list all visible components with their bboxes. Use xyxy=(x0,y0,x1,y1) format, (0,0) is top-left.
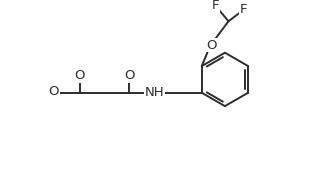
Text: O: O xyxy=(49,85,59,98)
Text: O: O xyxy=(74,69,85,82)
Text: O: O xyxy=(124,69,135,82)
Text: F: F xyxy=(240,3,248,16)
Text: F: F xyxy=(212,0,219,12)
Text: O: O xyxy=(206,39,217,52)
Text: NH: NH xyxy=(144,86,164,99)
